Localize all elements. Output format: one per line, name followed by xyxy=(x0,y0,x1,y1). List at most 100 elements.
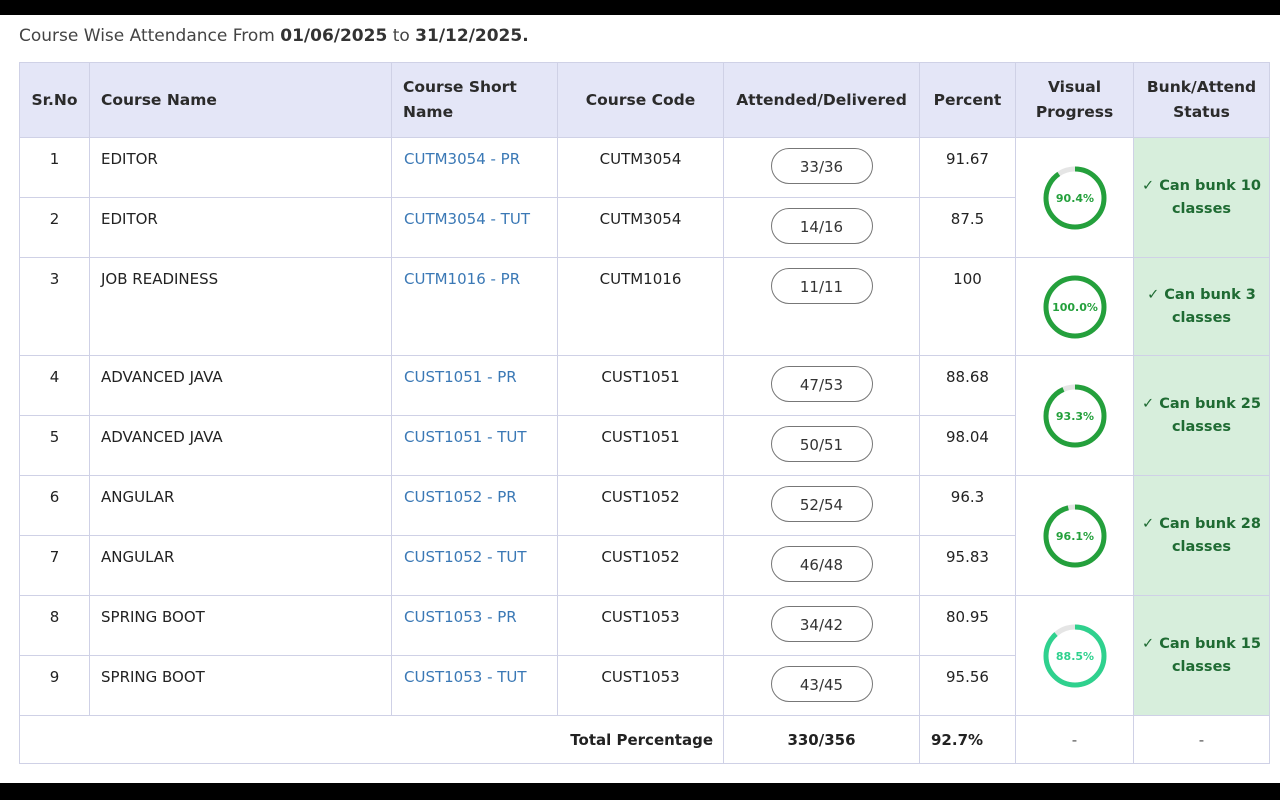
sr-no: 3 xyxy=(19,257,90,356)
progress-ring: 90.4% xyxy=(1043,166,1106,229)
course-short-link[interactable]: CUTM3054 - TUT xyxy=(391,197,558,258)
percent-value: 96.3 xyxy=(919,475,1016,536)
table-row: 1 EDITOR CUTM3054 - PR CUTM3054 33/36 91… xyxy=(19,137,1270,258)
percent-value: 95.56 xyxy=(919,655,1016,716)
bunk-status: ✓ Can bunk 10 classes xyxy=(1133,137,1270,258)
course-code: CUST1051 xyxy=(557,415,724,476)
col-percent: Percent xyxy=(919,62,1016,138)
col-course-code: Course Code xyxy=(557,62,724,138)
course-short-link[interactable]: CUST1053 - TUT xyxy=(391,655,558,716)
course-short-link[interactable]: CUTM1016 - PR xyxy=(391,257,558,356)
bunk-status: ✓ Can bunk 15 classes xyxy=(1133,595,1270,716)
course-name: EDITOR xyxy=(89,137,392,198)
from-date: 01/06/2025 xyxy=(280,26,388,46)
course-code: CUTM3054 xyxy=(557,137,724,198)
course-code: CUST1051 xyxy=(557,355,724,416)
page-heading: Course Wise Attendance From 01/06/2025 t… xyxy=(19,26,529,46)
progress-ring-arc xyxy=(1043,504,1106,567)
percent-value: 100 xyxy=(919,257,1016,356)
progress-ring-label: 96.1% xyxy=(1055,530,1093,543)
progress-ring-arc xyxy=(1043,275,1106,338)
table-row: 2 EDITOR CUTM3054 - TUT CUTM3054 14/16 8… xyxy=(19,197,1270,258)
header-row: Sr.No Course Name Course Short Name Cour… xyxy=(19,62,1270,138)
attendance-pill: 46/48 xyxy=(770,546,873,582)
percent-value: 88.68 xyxy=(919,355,1016,416)
course-name: EDITOR xyxy=(89,197,392,258)
to-date: 31/12/2025. xyxy=(415,26,529,46)
course-name: ADVANCED JAVA xyxy=(89,415,392,476)
sr-no: 4 xyxy=(19,355,90,416)
visual-progress-cell: 90.4% xyxy=(1015,137,1134,258)
total-label: Total Percentage xyxy=(19,715,724,764)
table-row: 3 JOB READINESS CUTM1016 - PR CUTM1016 1… xyxy=(19,257,1270,356)
sr-no: 5 xyxy=(19,415,90,476)
total-row: Total Percentage 330/356 92.7% - - xyxy=(19,715,1270,764)
progress-ring-arc xyxy=(1043,166,1106,229)
course-code: CUTM1016 xyxy=(557,257,724,356)
col-visual: Visual Progress xyxy=(1015,62,1134,138)
course-code: CUST1053 xyxy=(557,595,724,656)
progress-ring-arc xyxy=(1043,384,1106,447)
col-short-name: Course Short Name xyxy=(391,62,558,138)
course-short-link[interactable]: CUST1051 - PR xyxy=(391,355,558,416)
course-name: ANGULAR xyxy=(89,475,392,536)
attendance-pill: 52/54 xyxy=(770,486,873,522)
progress-ring: 93.3% xyxy=(1043,384,1106,447)
visual-progress-cell: 93.3% xyxy=(1015,355,1134,476)
course-name: JOB READINESS xyxy=(89,257,392,356)
col-status: Bunk/Attend Status xyxy=(1133,62,1270,138)
course-name: SPRING BOOT xyxy=(89,655,392,716)
total-status: - xyxy=(1133,715,1270,764)
table-row: 4 ADVANCED JAVA CUST1051 - PR CUST1051 4… xyxy=(19,355,1270,476)
course-short-link[interactable]: CUTM3054 - PR xyxy=(391,137,558,198)
percent-value: 91.67 xyxy=(919,137,1016,198)
table-row: 6 ANGULAR CUST1052 - PR CUST1052 52/54 9… xyxy=(19,475,1270,596)
progress-ring: 96.1% xyxy=(1043,504,1106,567)
attendance-pill: 14/16 xyxy=(770,208,873,244)
table-row: 8 SPRING BOOT CUST1053 - PR CUST1053 34/… xyxy=(19,595,1270,716)
bunk-status: ✓ Can bunk 25 classes xyxy=(1133,355,1270,476)
course-name: ANGULAR xyxy=(89,535,392,596)
table-row: 9 SPRING BOOT CUST1053 - TUT CUST1053 43… xyxy=(19,655,1270,716)
sr-no: 8 xyxy=(19,595,90,656)
course-short-link[interactable]: CUST1052 - PR xyxy=(391,475,558,536)
course-short-link[interactable]: CUST1051 - TUT xyxy=(391,415,558,476)
progress-ring-label: 88.5% xyxy=(1055,650,1093,663)
sr-no: 9 xyxy=(19,655,90,716)
course-code: CUST1053 xyxy=(557,655,724,716)
bunk-status: ✓ Can bunk 3 classes xyxy=(1133,257,1270,356)
sr-no: 1 xyxy=(19,137,90,198)
attendance-pill: 11/11 xyxy=(770,268,873,304)
course-code: CUST1052 xyxy=(557,535,724,596)
sr-no: 6 xyxy=(19,475,90,536)
attendance-pill: 43/45 xyxy=(770,666,873,702)
course-short-link[interactable]: CUST1052 - TUT xyxy=(391,535,558,596)
bunk-status: ✓ Can bunk 28 classes xyxy=(1133,475,1270,596)
course-code: CUST1052 xyxy=(557,475,724,536)
col-srno: Sr.No xyxy=(19,62,90,138)
course-code: CUTM3054 xyxy=(557,197,724,258)
sr-no: 2 xyxy=(19,197,90,258)
table-row: 5 ADVANCED JAVA CUST1051 - TUT CUST1051 … xyxy=(19,415,1270,476)
course-name: SPRING BOOT xyxy=(89,595,392,656)
visual-progress-cell: 100.0% xyxy=(1015,257,1134,356)
table-row: 7 ANGULAR CUST1052 - TUT CUST1052 46/48 … xyxy=(19,535,1270,596)
attendance-pill: 47/53 xyxy=(770,366,873,402)
progress-ring-label: 100.0% xyxy=(1052,301,1098,314)
visual-progress-cell: 88.5% xyxy=(1015,595,1134,716)
attendance-pill: 33/36 xyxy=(770,148,873,184)
course-name: ADVANCED JAVA xyxy=(89,355,392,416)
visual-progress-cell: 96.1% xyxy=(1015,475,1134,596)
total-percent: 92.7% xyxy=(919,715,1016,764)
col-attended: Attended/Delivered xyxy=(723,62,920,138)
progress-ring-arc xyxy=(1043,624,1106,687)
progress-ring-label: 90.4% xyxy=(1055,192,1093,205)
attendance-page: Course Wise Attendance From 01/06/2025 t… xyxy=(0,15,1280,783)
course-short-link[interactable]: CUST1053 - PR xyxy=(391,595,558,656)
percent-value: 87.5 xyxy=(919,197,1016,258)
progress-ring-label: 93.3% xyxy=(1055,410,1093,423)
attendance-pill: 34/42 xyxy=(770,606,873,642)
progress-ring: 100.0% xyxy=(1043,275,1106,338)
progress-ring: 88.5% xyxy=(1043,624,1106,687)
total-attended: 330/356 xyxy=(723,715,920,764)
